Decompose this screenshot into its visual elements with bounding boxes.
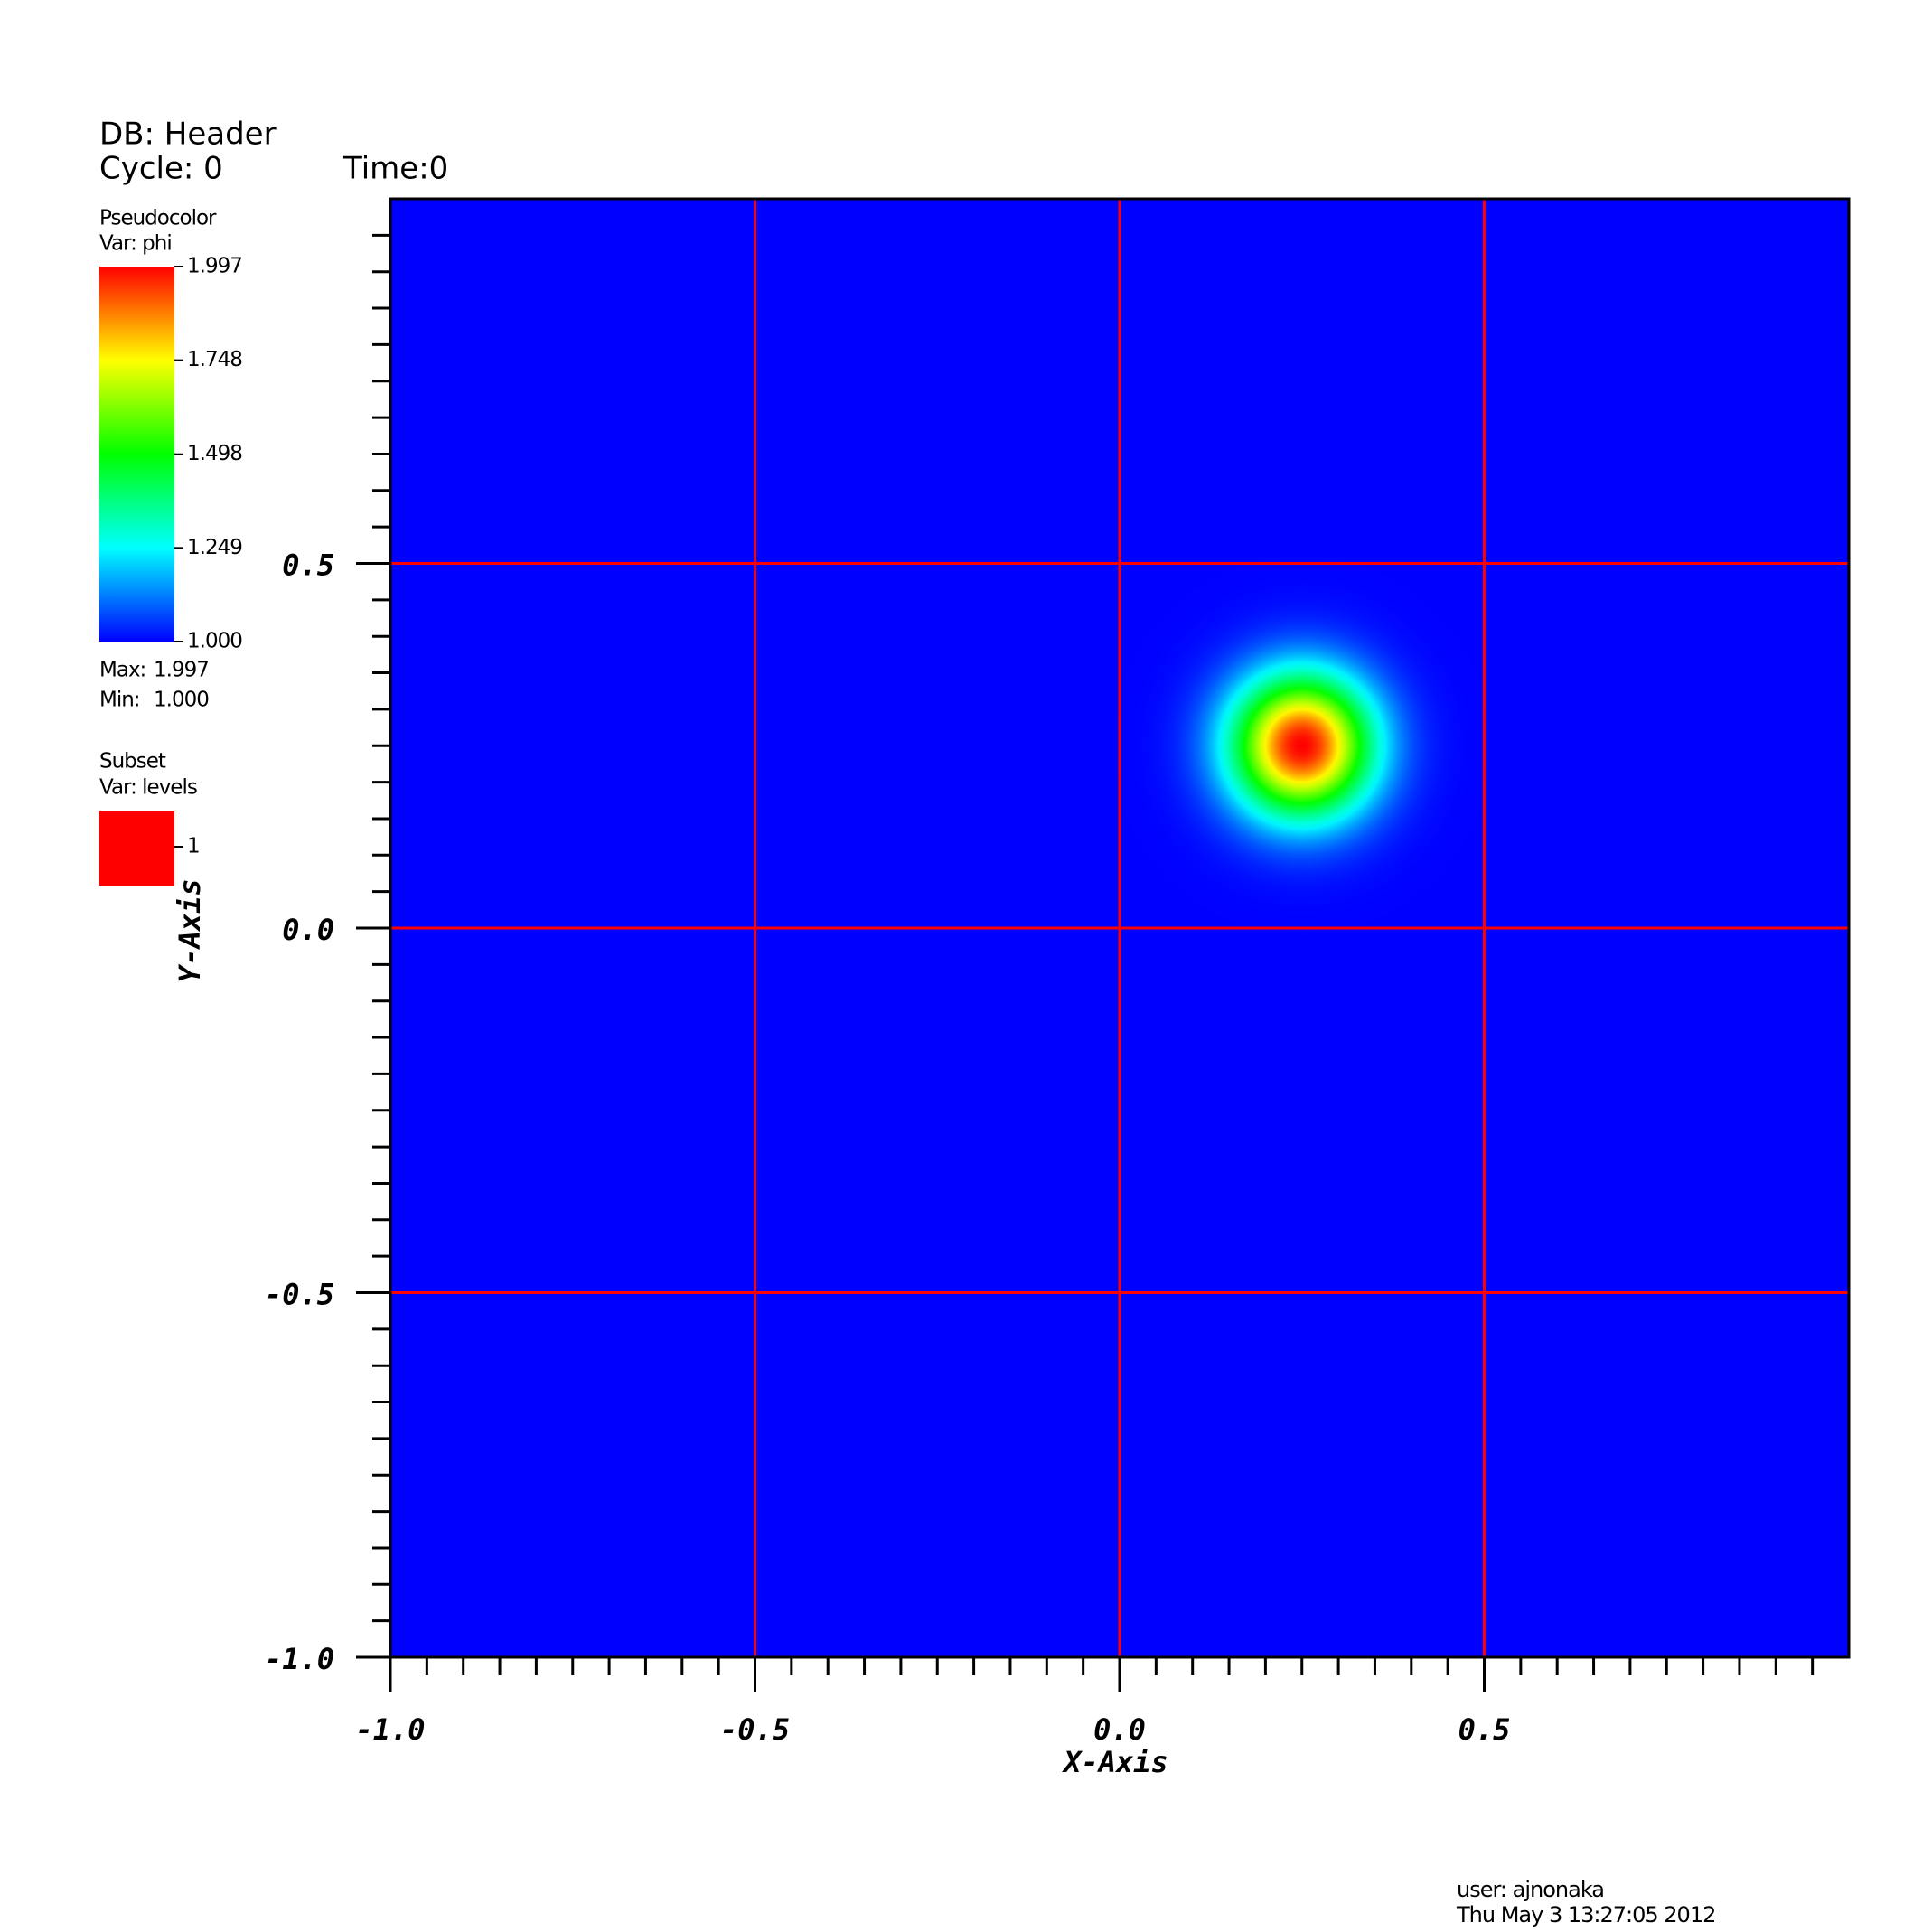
max-label: Max:	[99, 659, 145, 682]
plot-border	[389, 197, 1851, 1659]
y-tick-label: 0.5	[282, 549, 334, 583]
y-tick-label: -1.0	[265, 1642, 334, 1676]
max-value: 1.997	[154, 659, 209, 682]
min-label: Min:	[99, 689, 140, 712]
db-label: DB: Header	[99, 117, 277, 153]
subset-swatch	[99, 811, 174, 886]
x-tick-label: -0.5	[720, 1712, 790, 1747]
x-tick-label: -1.0	[355, 1712, 425, 1747]
legend-var: Var: phi	[99, 232, 172, 256]
colorbar-tick-label: 1.748	[187, 348, 242, 371]
cycle-label: Cycle: 0	[99, 151, 223, 187]
time-label: Time:0	[342, 151, 448, 187]
colorbar-tick-label: 1.000	[187, 630, 242, 653]
subset-var: Var: levels	[99, 776, 197, 800]
user-label: user: ajnonaka	[1457, 1877, 1604, 1902]
y-axis-title: Y-Axis	[173, 878, 207, 983]
min-value: 1.000	[154, 689, 209, 712]
colorbar	[99, 267, 174, 642]
y-tick-label: 0.0	[282, 913, 334, 947]
y-tick-label: -0.5	[265, 1278, 334, 1312]
subset-title: Subset	[99, 750, 166, 774]
subset-label: 1	[187, 835, 200, 858]
x-tick-label: 0.0	[1093, 1712, 1146, 1747]
field-blob	[1093, 538, 1510, 954]
legend-title: Pseudocolor	[99, 207, 217, 230]
date-label: Thu May 3 13:27:05 2012	[1456, 1902, 1715, 1927]
x-axis-title: X-Axis	[1061, 1745, 1168, 1779]
colorbar-tick-label: 1.997	[187, 255, 242, 278]
colorbar-tick-label: 1.249	[187, 536, 242, 559]
colorbar-tick-label: 1.498	[187, 442, 242, 465]
x-tick-label: 0.5	[1458, 1712, 1511, 1747]
